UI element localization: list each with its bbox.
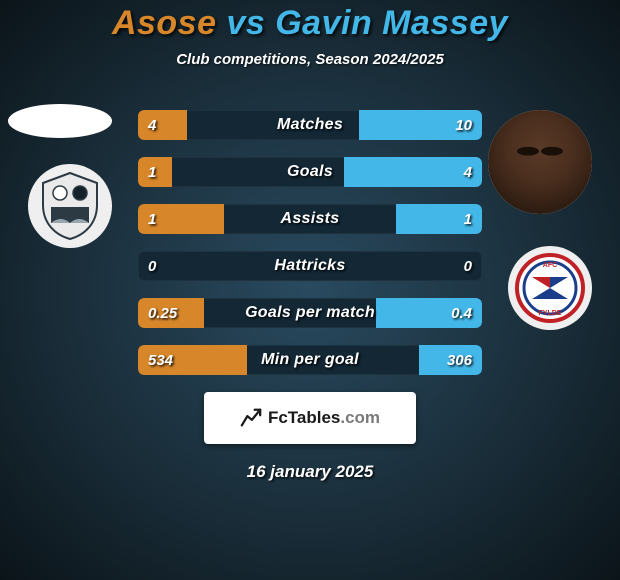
fctables-logo-icon <box>240 407 262 429</box>
subtitle: Club competitions, Season 2024/2025 <box>0 51 620 68</box>
stat-value-right: 0 <box>464 251 472 281</box>
stat-bar-right <box>376 298 482 328</box>
stat-label: Hattricks <box>138 251 482 281</box>
svg-text:AFC: AFC <box>543 262 557 269</box>
stat-bar-right <box>344 157 482 187</box>
stat-value-left: 0 <box>148 251 156 281</box>
stat-row: 11Assists <box>138 204 482 234</box>
club-crest-right: AFC FYLDE <box>508 246 592 330</box>
comparison-arena: AFC FYLDE 410Matches 14Goals 11Assists 0 0Ha… <box>0 98 620 378</box>
brand-tld: .com <box>340 408 380 427</box>
page: Asose vs Gavin Massey Club competitions,… <box>0 0 620 580</box>
stat-row: 0 0Hattricks <box>138 251 482 281</box>
brand-badge[interactable]: FcTables.com <box>204 392 416 444</box>
stat-bar-left <box>138 345 247 375</box>
player-left-name: Asose <box>112 4 217 42</box>
crest-right-icon: AFC FYLDE <box>515 253 585 323</box>
title-vs: vs <box>217 4 276 42</box>
stat-list: 410Matches 14Goals 11Assists 0 0Hattricks 0.2… <box>138 110 482 392</box>
date-text: 16 january 2025 <box>0 462 620 482</box>
stat-bar-left <box>138 157 172 187</box>
stat-bar-left <box>138 298 204 328</box>
svg-text:FYLDE: FYLDE <box>539 310 562 317</box>
avatar-right <box>488 110 592 214</box>
brand-main: FcTables <box>268 408 340 427</box>
stat-bar-left <box>138 110 187 140</box>
stat-row: 534306Min per goal <box>138 345 482 375</box>
brand-text: FcTables.com <box>268 408 380 428</box>
avatar-left <box>8 104 112 138</box>
stat-row: 0.250.4Goals per match <box>138 298 482 328</box>
stat-bar-left <box>138 204 224 234</box>
stat-row: 14Goals <box>138 157 482 187</box>
stat-bar-right <box>419 345 482 375</box>
player-right-name: Gavin Massey <box>275 4 508 42</box>
stat-bar-right <box>396 204 482 234</box>
club-crest-left <box>28 164 112 248</box>
stat-bar-right <box>359 110 482 140</box>
stat-row: 410Matches <box>138 110 482 140</box>
page-title: Asose vs Gavin Massey <box>0 4 620 43</box>
crest-left-icon <box>35 171 105 241</box>
